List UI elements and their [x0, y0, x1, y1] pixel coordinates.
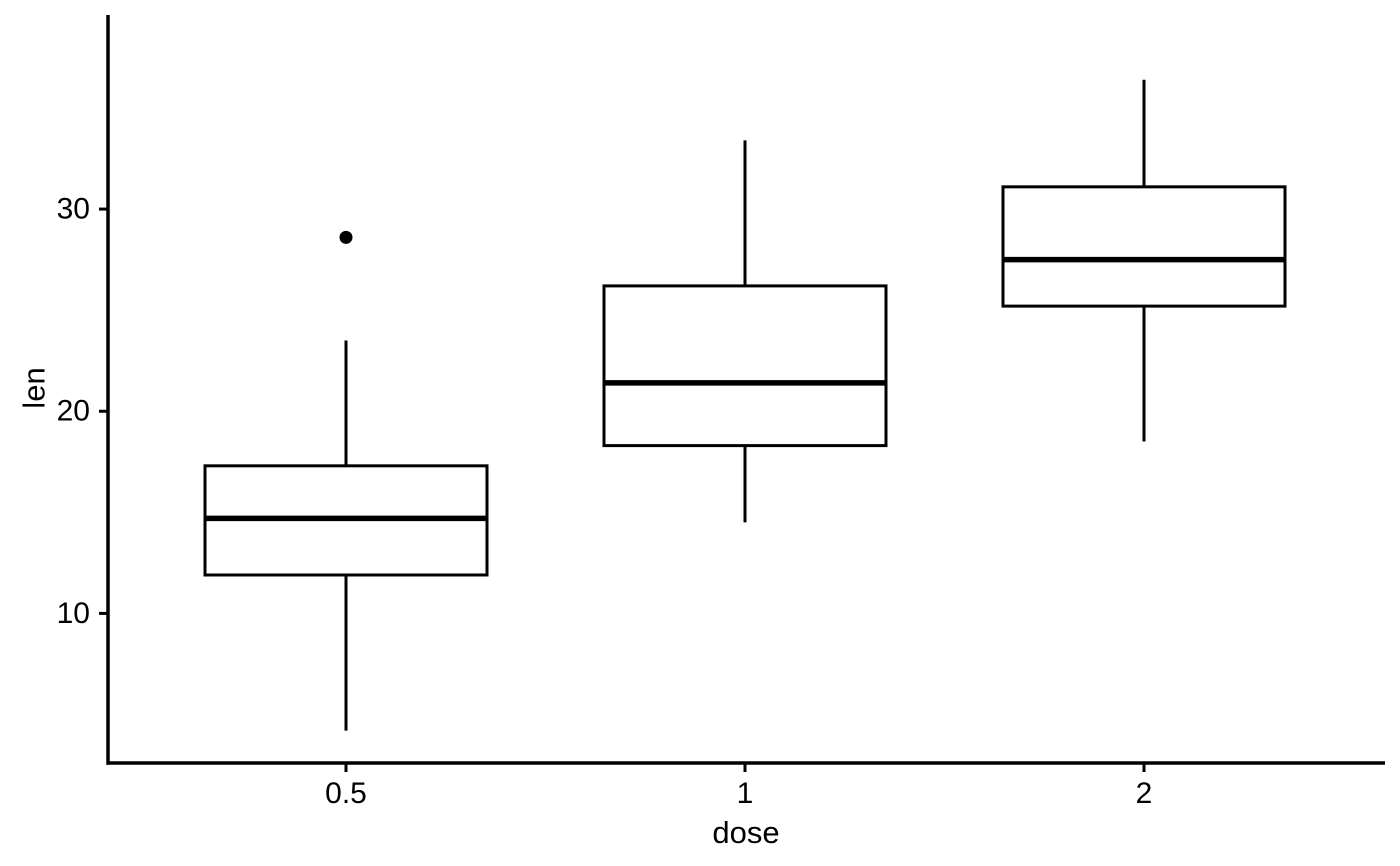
x-tick-label: 1 — [737, 777, 754, 810]
y-tick-label: 30 — [57, 193, 90, 226]
y-tick-label: 20 — [57, 395, 90, 428]
y-axis-title: len — [17, 367, 52, 408]
y-tick-label: 10 — [57, 597, 90, 630]
x-tick-label: 0.5 — [325, 777, 367, 810]
box-dose-1-iqr — [602, 284, 888, 448]
x-axis-title: dose — [712, 815, 779, 850]
plot-area: 10 20 30 0.5 1 2 — [57, 15, 1385, 810]
box-dose-2-iqr — [1001, 185, 1287, 308]
box-dose-0.5-outlier-point — [339, 230, 353, 244]
x-tick-label: 2 — [1136, 777, 1153, 810]
